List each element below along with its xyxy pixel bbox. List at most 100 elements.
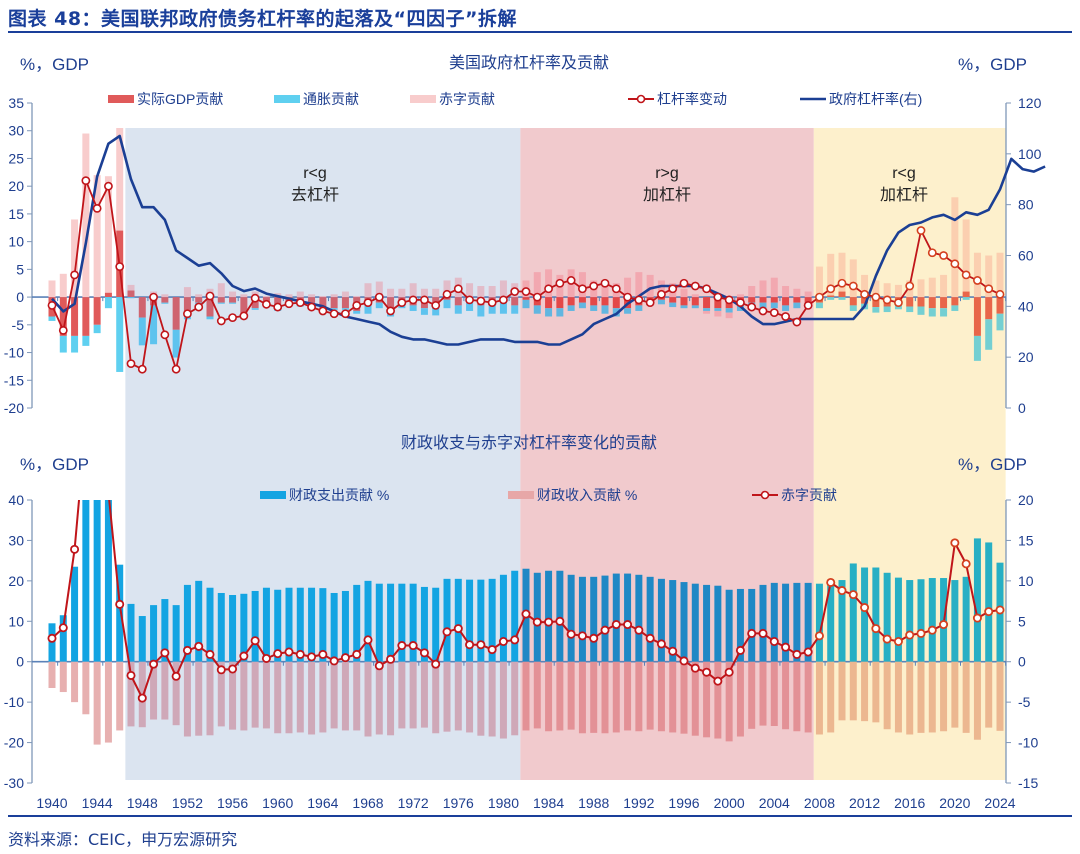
marker-leverage-change <box>353 302 360 309</box>
marker-leverage-change <box>522 288 529 295</box>
bar-infl <box>951 305 958 311</box>
bar-gdp <box>195 297 202 303</box>
marker-leverage-change <box>793 318 800 325</box>
marker-leverage-change <box>568 277 575 284</box>
marker-deficit-contribution <box>263 655 270 662</box>
bar-expenditure <box>861 568 868 662</box>
bar-revenue <box>263 662 270 729</box>
bar-gdp <box>94 297 101 325</box>
bar-def <box>771 278 778 297</box>
marker-leverage-change <box>771 309 778 316</box>
right-tick-label: -5 <box>1018 694 1031 710</box>
x-tick-label: 1988 <box>578 795 609 811</box>
marker-leverage-change <box>759 307 766 314</box>
bar-revenue <box>963 662 970 733</box>
bar-infl <box>568 305 575 311</box>
bar-expenditure <box>602 576 609 662</box>
legend-swatch-bar <box>410 95 436 103</box>
left-tick-label: -30 <box>4 775 24 791</box>
marker-deficit-contribution <box>748 630 755 637</box>
marker-deficit-contribution <box>884 635 891 642</box>
marker-leverage-change <box>816 293 823 300</box>
marker-deficit-contribution <box>432 661 439 668</box>
right-tick-label: 80 <box>1018 197 1034 213</box>
marker-leverage-change <box>726 296 733 303</box>
bar-expenditure <box>308 588 315 662</box>
bar-expenditure <box>444 579 451 662</box>
marker-leverage-change <box>48 302 55 309</box>
bar-infl <box>229 303 236 304</box>
marker-deficit-contribution <box>782 644 789 651</box>
marker-leverage-change <box>195 303 202 310</box>
bar-expenditure <box>918 579 925 661</box>
bar-revenue <box>793 662 800 732</box>
marker-deficit-contribution <box>556 618 563 625</box>
bar-revenue <box>376 662 383 735</box>
bar-gdp <box>173 297 180 330</box>
marker-deficit-contribution <box>895 638 902 645</box>
bar-def <box>929 278 936 297</box>
marker-leverage-change <box>331 310 338 317</box>
bar-def <box>342 292 349 298</box>
right-tick-label: 60 <box>1018 248 1034 264</box>
regime-region-bottom <box>520 408 813 780</box>
marker-deficit-contribution <box>658 640 665 647</box>
left-tick-label: -20 <box>4 735 24 751</box>
bar-infl <box>410 305 417 311</box>
bar-gdp <box>105 293 112 297</box>
marker-deficit-contribution <box>443 628 450 635</box>
marker-leverage-change <box>996 291 1003 298</box>
x-tick-label: 1940 <box>36 795 67 811</box>
marker-deficit-contribution <box>692 665 699 672</box>
marker-deficit-contribution <box>410 642 417 649</box>
bar-revenue <box>523 662 530 731</box>
legend-label: 通胀贡献 <box>303 91 359 107</box>
marker-deficit-contribution <box>613 621 620 628</box>
bar-gdp <box>748 297 755 303</box>
marker-leverage-change <box>556 280 563 287</box>
bar-def <box>805 292 812 298</box>
marker-leverage-change <box>184 310 191 317</box>
marker-leverage-change <box>455 285 462 292</box>
bar-infl <box>94 325 101 333</box>
right-tick-label: 20 <box>1018 492 1034 508</box>
left-tick-label: 10 <box>8 234 24 250</box>
bar-gdp <box>82 297 89 336</box>
marker-leverage-change <box>60 327 67 334</box>
legend-label: 赤字贡献 <box>439 91 495 107</box>
legend-swatch-bar <box>108 95 134 103</box>
left-tick-label: 15 <box>8 206 24 222</box>
marker-deficit-contribution <box>342 654 349 661</box>
bar-revenue <box>827 662 834 733</box>
marker-leverage-change <box>827 285 834 292</box>
bar-expenditure <box>252 591 259 662</box>
bar-revenue <box>590 662 597 733</box>
marker-deficit-contribution <box>139 695 146 702</box>
bar-infl <box>985 319 992 350</box>
bar-gdp <box>545 297 552 308</box>
bar-def <box>319 296 326 297</box>
marker-deficit-contribution <box>252 637 259 644</box>
bar-expenditure <box>748 589 755 662</box>
bar-infl <box>139 318 146 346</box>
bar-expenditure <box>365 581 372 662</box>
marker-deficit-contribution <box>635 627 642 634</box>
marker-deficit-contribution <box>240 652 247 659</box>
bar-expenditure <box>82 500 89 662</box>
left-tick-label: 25 <box>8 150 24 166</box>
marker-deficit-contribution <box>71 546 78 553</box>
legend-label: 政府杠杆率(右) <box>829 91 922 107</box>
bar-infl <box>579 303 586 309</box>
bar-infl <box>635 305 642 311</box>
bar-expenditure <box>714 586 721 662</box>
marker-leverage-change <box>613 285 620 292</box>
bar-expenditure <box>850 563 857 661</box>
marker-leverage-change <box>974 277 981 284</box>
marker-leverage-change <box>105 183 112 190</box>
bottom-right-axis-unit: %，GDP <box>958 455 1027 474</box>
bar-gdp <box>342 297 349 308</box>
bar-revenue <box>974 662 981 740</box>
bar-revenue <box>895 662 902 733</box>
bar-def <box>760 280 767 297</box>
marker-leverage-change <box>838 280 845 287</box>
